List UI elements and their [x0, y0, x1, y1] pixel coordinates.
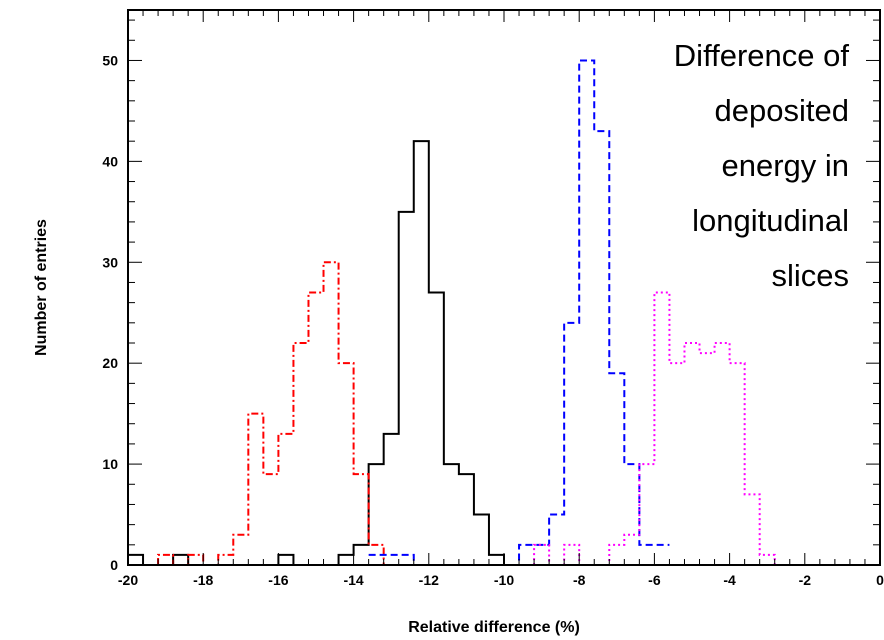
y-tick-label: 50 [102, 52, 118, 68]
y-tick-label: 0 [110, 557, 118, 573]
x-axis-label: Relative difference (%) [408, 619, 580, 636]
plot-frame [127, 9, 881, 566]
x-tick-label: -6 [648, 572, 661, 588]
annotation-line: slices [771, 258, 849, 293]
series-4-line [504, 291, 790, 566]
annotation-text: Difference of deposited energy in longitudi… [674, 38, 850, 293]
x-tick-label: -4 [723, 572, 736, 588]
y-tick-label: 10 [102, 456, 118, 472]
x-tick-label: -16 [268, 572, 288, 588]
y-tick-label: 40 [102, 153, 118, 169]
y-axis-label: Number of entries [33, 219, 50, 356]
series-3-line [368, 59, 670, 566]
series-layer [128, 59, 790, 566]
series-2-line [143, 261, 399, 566]
x-tick-label: -14 [343, 572, 363, 588]
x-tick-label: -10 [494, 572, 514, 588]
x-tick-label: -12 [419, 572, 439, 588]
annotation-line: energy in [721, 148, 849, 183]
y-tick-label: 30 [102, 254, 118, 270]
annotation-line: longitudinal [692, 203, 849, 238]
annotation-line: Difference of [674, 38, 850, 73]
y-tick-label: 20 [102, 355, 118, 371]
x-tick-label: -2 [799, 572, 812, 588]
x-tick-label: -8 [573, 572, 586, 588]
x-tick-label: -18 [193, 572, 213, 588]
x-tick-label: 0 [876, 572, 884, 588]
series-1-line [128, 140, 505, 566]
x-tick-label: -20 [118, 572, 138, 588]
annotation-line: deposited [715, 93, 849, 128]
